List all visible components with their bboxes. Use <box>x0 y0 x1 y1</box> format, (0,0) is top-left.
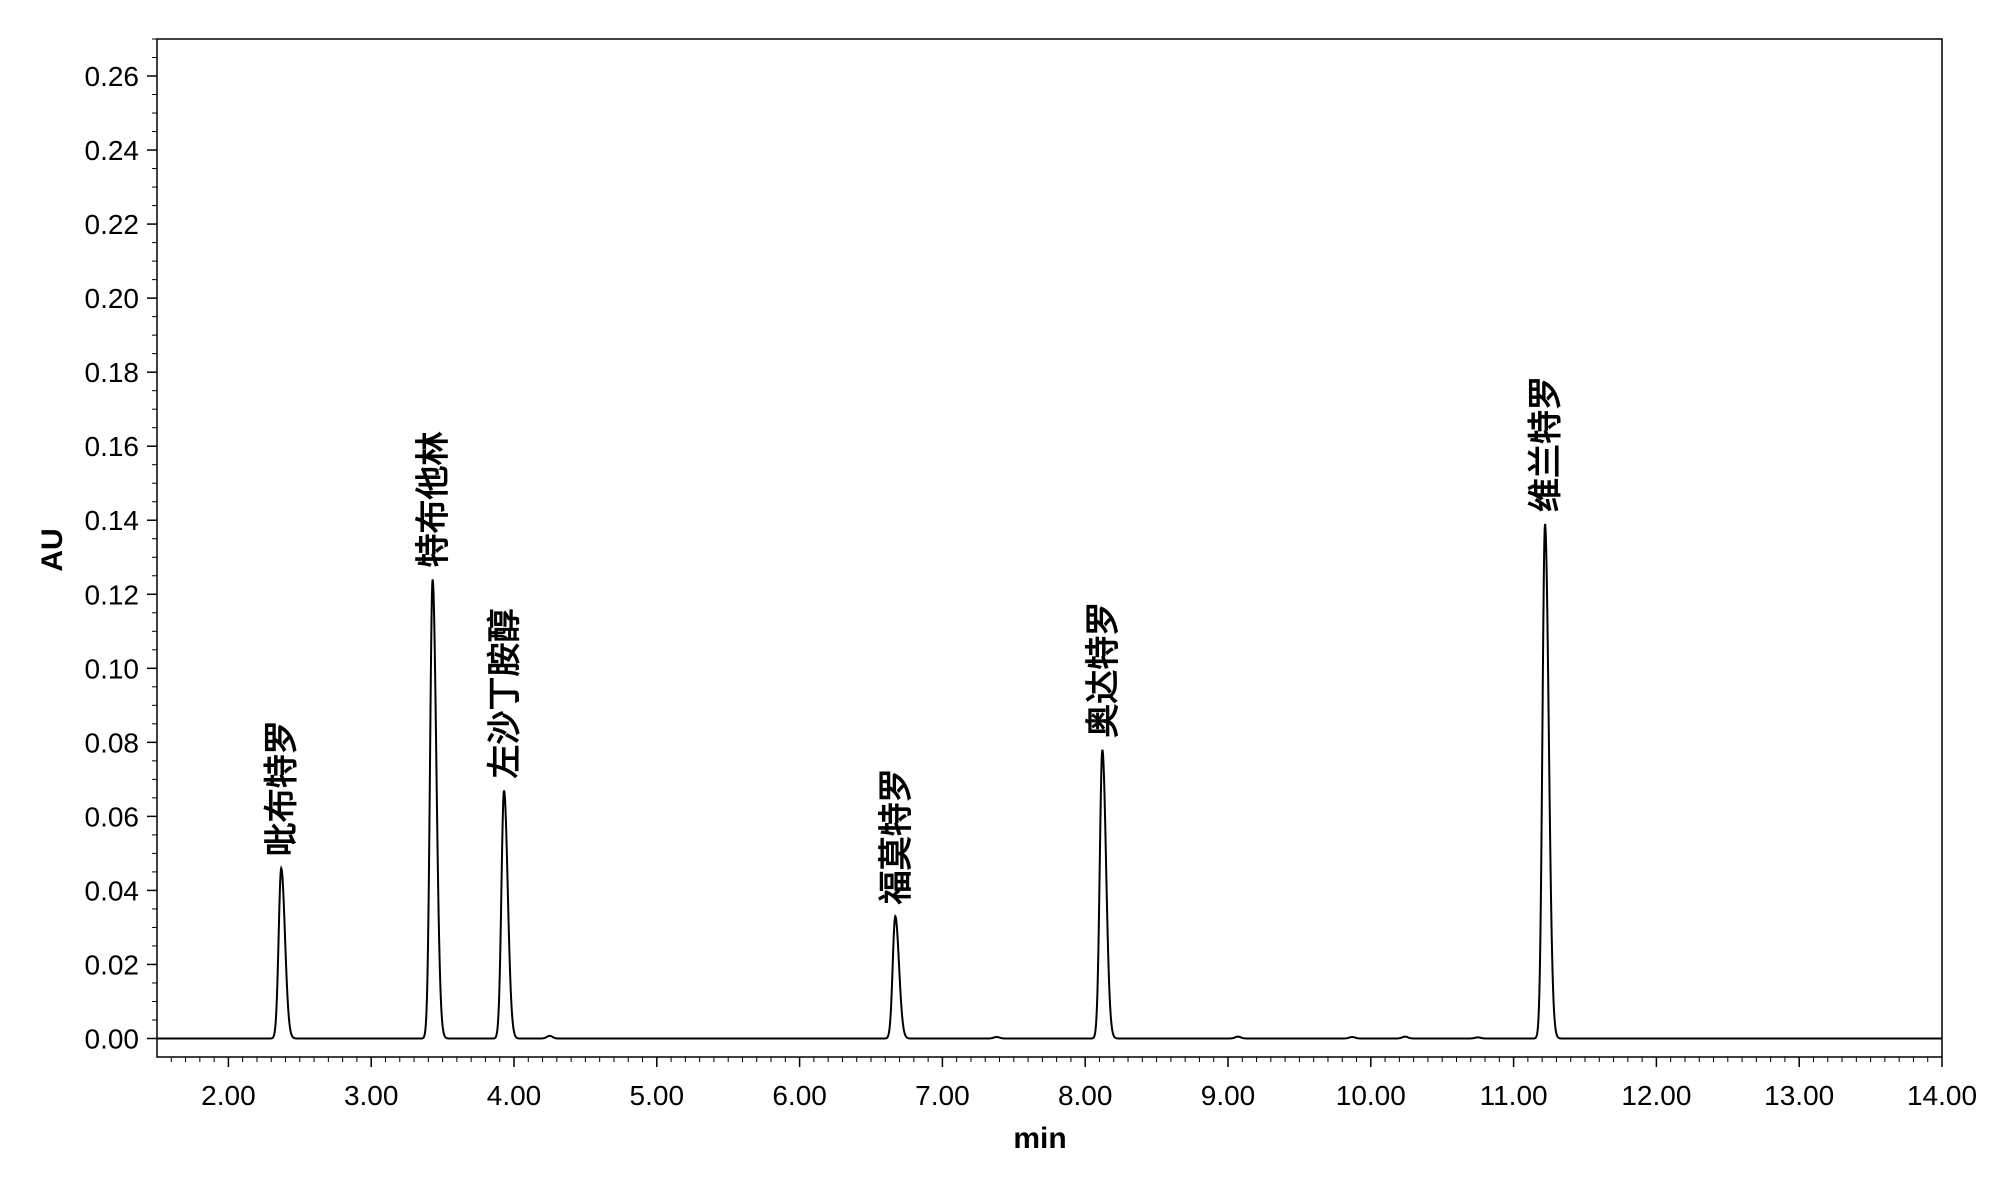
y-tick-label: 0.12 <box>85 579 140 610</box>
x-axis-title: min <box>1013 1122 1066 1155</box>
x-tick-label: 7.00 <box>915 1080 970 1111</box>
peak-label: 吡布特罗 <box>262 720 302 856</box>
y-tick-label: 0.20 <box>85 283 140 314</box>
y-tick-label: 0.24 <box>85 135 140 166</box>
y-tick-label: 0.22 <box>85 209 140 240</box>
x-tick-label: 8.00 <box>1058 1080 1113 1111</box>
x-axis: 2.00 3.00 4.00 5.00 6.00 7.00 8.00 9.00 10.00 11.… <box>170 1057 1977 1111</box>
x-tick-label: 11.00 <box>1480 1080 1548 1111</box>
peak-label: 特布他林 <box>414 431 454 567</box>
y-tick-label: 0.10 <box>85 653 140 684</box>
y-tick-label: 0.18 <box>85 357 140 388</box>
y-tick-label: 0.26 <box>85 61 140 92</box>
y-axis-title: AU <box>36 528 69 571</box>
plot-frame <box>156 38 1943 1058</box>
y-tick-label: 0.14 <box>85 505 140 536</box>
peak-label: 福莫特罗 <box>876 768 916 905</box>
x-tick-label: 14.00 <box>1907 1080 1977 1111</box>
y-axis: 0.00 0.02 0.04 0.06 0.08 0.10 0.12 0.14 0.16 0.18… <box>85 38 157 1054</box>
y-tick-label: 0.00 <box>85 1023 140 1054</box>
x-tick-label: 2.00 <box>201 1080 256 1111</box>
y-tick-label: 0.04 <box>85 875 140 906</box>
x-tick-label: 9.00 <box>1201 1080 1256 1111</box>
x-tick-label: 5.00 <box>630 1080 685 1111</box>
peak-label: 维兰特罗 <box>1526 376 1566 512</box>
y-tick-label: 0.06 <box>85 801 140 832</box>
y-tick-label: 0.02 <box>85 949 140 980</box>
x-tick-label: 4.00 <box>487 1080 542 1111</box>
y-tick-label: 0.08 <box>85 727 140 758</box>
peak-label: 奥达特罗 <box>1083 602 1123 738</box>
x-tick-label: 13.00 <box>1764 1080 1834 1111</box>
x-tick-label: 10.00 <box>1336 1080 1406 1111</box>
x-tick-label: 3.00 <box>344 1080 399 1111</box>
y-tick-label: 0.16 <box>85 431 140 462</box>
peak-label: 左沙丁胺醇 <box>485 608 525 778</box>
x-tick-label: 6.00 <box>772 1080 827 1111</box>
chromatogram-trace <box>157 523 1942 1040</box>
x-tick-label: 12.00 <box>1621 1080 1691 1111</box>
